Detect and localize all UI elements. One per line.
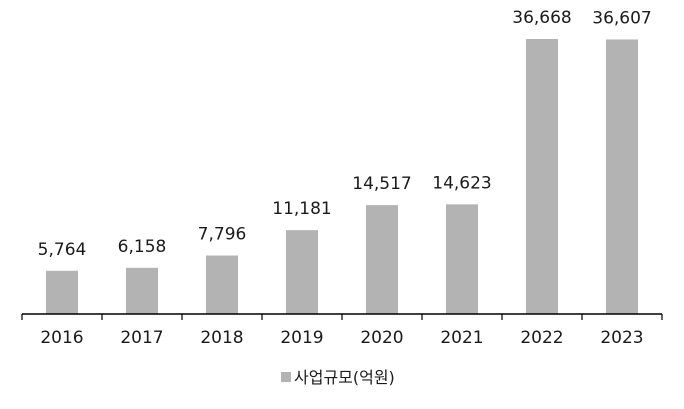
legend-label: 사업규모(억원) (294, 368, 395, 387)
x-tick-label-2017: 2017 (120, 328, 163, 348)
bar-2021 (446, 204, 478, 314)
x-tick-label-2020: 2020 (360, 328, 403, 348)
value-labels-group: 5,764 6,158 7,796 11,181 14,517 14,623 36,668 3… (38, 8, 652, 260)
x-tick-label-2021: 2021 (440, 328, 483, 348)
bar-2023 (606, 39, 638, 314)
x-tick-labels-group: 2016 2017 2018 2019 2020 2021 2022 2023 (40, 328, 643, 348)
bar-2017 (126, 267, 158, 314)
value-label-2023: 36,607 (592, 8, 651, 28)
value-label-2017: 6,158 (118, 237, 167, 257)
x-ticks-group (21, 314, 663, 320)
bar-2019 (286, 230, 318, 314)
bars-group (46, 38, 638, 315)
value-label-2019: 11,181 (272, 199, 331, 219)
x-tick-label-2019: 2019 (280, 328, 323, 348)
value-label-2016: 5,764 (38, 240, 87, 260)
legend-swatch (281, 372, 291, 382)
bar-2018 (206, 255, 238, 314)
x-tick-label-2022: 2022 (520, 328, 563, 348)
x-tick-label-2023: 2023 (600, 328, 643, 348)
value-label-2020: 14,517 (352, 174, 411, 194)
bar-2022 (526, 38, 558, 315)
bar-2016 (46, 270, 78, 314)
value-label-2022: 36,668 (512, 8, 571, 28)
value-label-2021: 14,623 (432, 173, 491, 193)
value-label-2018: 7,796 (198, 225, 247, 245)
x-tick-label-2016: 2016 (40, 328, 83, 348)
x-tick-label-2018: 2018 (200, 328, 243, 348)
legend: 사업규모(억원) (281, 368, 395, 387)
bar-2020 (366, 205, 398, 314)
